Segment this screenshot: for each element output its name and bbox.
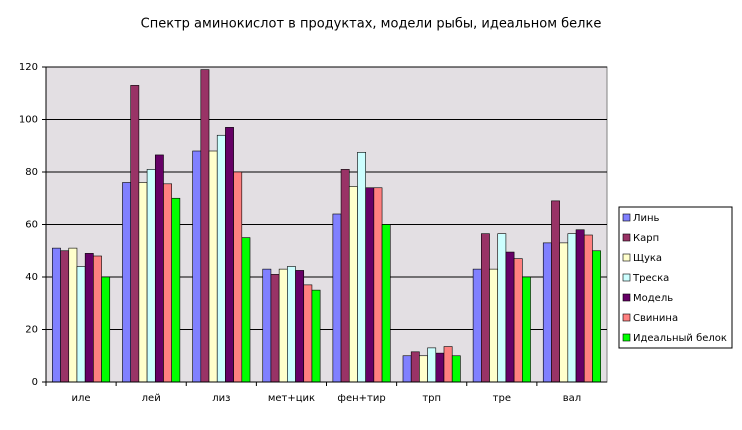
bar [443, 346, 453, 383]
bar [295, 270, 305, 383]
bar [472, 268, 482, 383]
bar [146, 169, 156, 383]
bar [241, 237, 251, 383]
bar [76, 266, 86, 383]
legend-label: Свинина [633, 313, 678, 324]
bar [497, 233, 507, 383]
bar [68, 247, 78, 383]
bar [93, 255, 102, 383]
bar [84, 253, 94, 383]
bar [592, 250, 601, 383]
bar [513, 258, 523, 383]
bar [303, 284, 313, 383]
x-tick-label: фен+тир [337, 393, 385, 404]
bar [163, 183, 172, 383]
legend-swatch [622, 333, 631, 342]
legend-label: Линь [633, 213, 660, 224]
y-tick-label: 80 [25, 167, 38, 178]
bar [551, 200, 560, 383]
bar [410, 351, 420, 383]
bar [208, 150, 218, 383]
bar [287, 266, 296, 383]
x-tick-label: лиз [212, 393, 230, 404]
legend-swatch [622, 293, 631, 302]
legend-swatch [622, 233, 631, 242]
bar [542, 242, 552, 383]
bar [52, 247, 61, 383]
bar [583, 234, 593, 383]
y-tick-label: 0 [32, 377, 38, 388]
bar [270, 274, 280, 383]
bar [575, 229, 585, 383]
y-tick-label: 60 [25, 220, 38, 231]
bar [311, 289, 321, 383]
bar [216, 134, 226, 383]
bar [225, 127, 234, 383]
legend-label: Щука [633, 253, 662, 264]
y-tick-label: 100 [19, 115, 38, 126]
bar [130, 85, 140, 383]
bar [451, 355, 461, 383]
bar [171, 197, 181, 383]
y-tick-label: 20 [25, 325, 38, 336]
bar [419, 355, 428, 383]
bar [233, 171, 243, 383]
bar [340, 169, 350, 383]
x-tick-label: мет+цик [268, 393, 315, 404]
bar [60, 250, 70, 383]
x-tick-label: вал [563, 393, 581, 404]
bar [122, 182, 131, 383]
x-tick-label: тре [493, 393, 511, 404]
bar [332, 213, 342, 383]
bar [427, 347, 437, 383]
bar [522, 276, 531, 383]
bar [192, 150, 202, 383]
legend-label: Идеальный белок [633, 333, 727, 344]
bar [489, 268, 499, 383]
legend [618, 206, 733, 349]
bar [559, 242, 569, 383]
bar [200, 69, 210, 383]
bar [278, 268, 288, 383]
legend-label: Треска [632, 273, 669, 284]
legend-swatch [622, 213, 631, 222]
bar [373, 187, 383, 383]
bar [402, 355, 412, 383]
bar [567, 233, 577, 383]
bar [101, 276, 111, 383]
bar [381, 224, 391, 383]
bar [357, 152, 366, 383]
bar [154, 154, 164, 383]
legend-swatch [622, 273, 631, 282]
legend-label: Карп [633, 233, 659, 244]
bar [365, 187, 375, 383]
legend-label: Модель [633, 293, 673, 304]
bar [481, 233, 490, 383]
bar [435, 352, 445, 383]
bar [262, 268, 272, 383]
x-tick-label: трп [422, 393, 441, 404]
y-tick-label: 40 [25, 272, 38, 283]
chart-title: Спектр аминокислот в продуктах, модели р… [141, 17, 602, 32]
legend-swatch [622, 313, 631, 322]
bar [348, 186, 358, 383]
bar [505, 251, 515, 383]
x-tick-label: иле [72, 393, 91, 404]
x-tick-label: лей [142, 393, 161, 404]
y-tick-label: 120 [19, 62, 38, 73]
bar [138, 182, 148, 383]
legend-swatch [622, 253, 631, 262]
